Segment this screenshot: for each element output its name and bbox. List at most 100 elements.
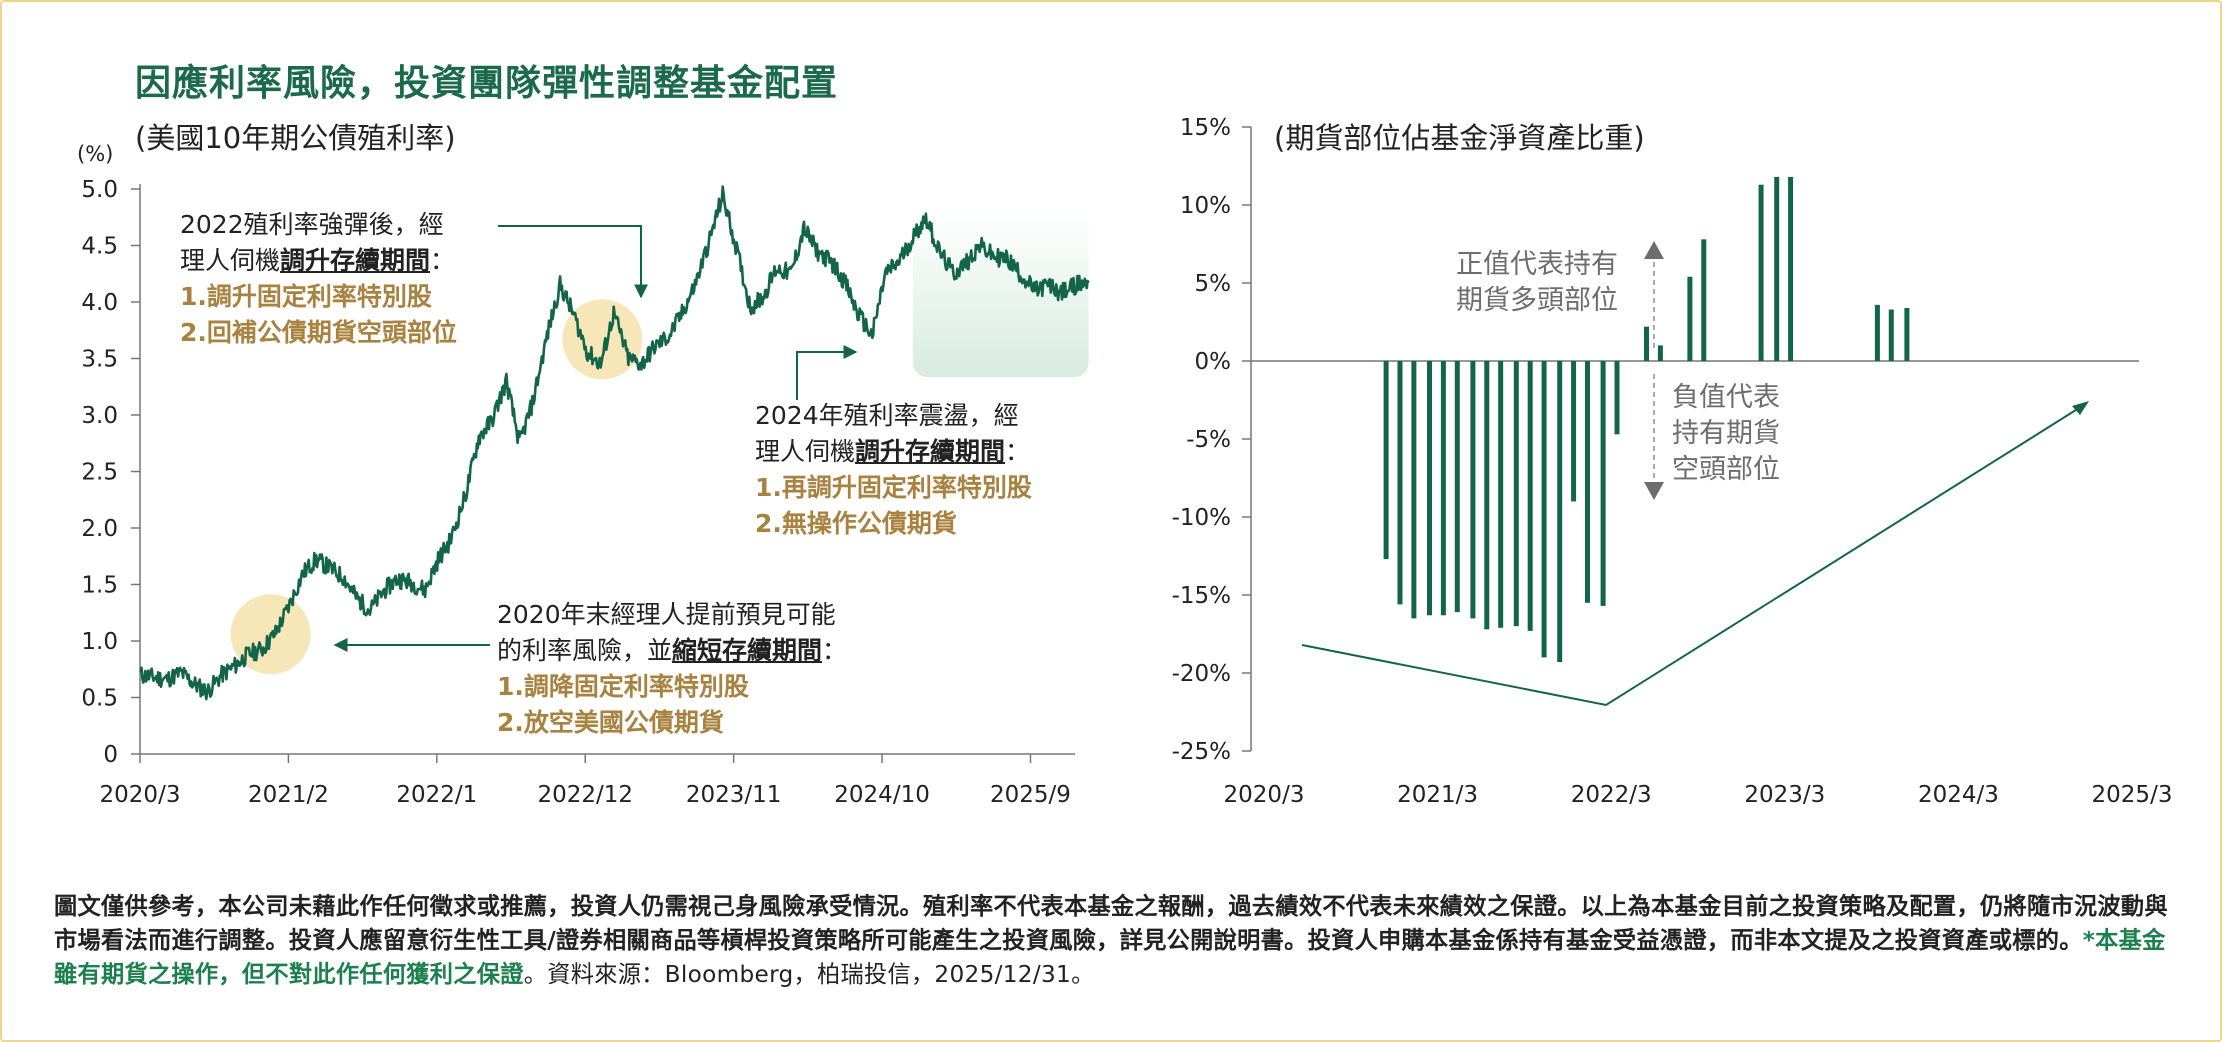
y-tick-label: 2.5 [81,460,118,486]
x-tick-label: 2022/12 [537,782,633,808]
futures-bar [1701,239,1707,361]
fut-x-tick-label: 2023/3 [1744,782,1825,808]
y-tick-label: 0 [103,742,118,768]
right-chart-subtitle: (期貨部位佔基金淨資產比重) [1274,121,1645,155]
fut-y-tick-label: 5% [1195,271,1232,297]
positive-arrow-head [1644,241,1664,259]
annotation-2024-suffix: ： [1005,437,1031,466]
fut-x-tick-label: 2020/3 [1224,782,1305,808]
annotation-2022-line1: 2022殖利率強彈後，經 [180,210,444,239]
futures-bar [1874,304,1880,361]
y-tick-label: 3.0 [81,403,118,429]
fut-y-tick-label: 10% [1180,193,1231,219]
y-tick-label: 5.0 [81,177,118,203]
futures-bar [1687,276,1693,361]
futures-bar [1614,361,1620,435]
fut-x-tick-label: 2025/3 [2092,782,2173,808]
annotation-2020-item1: 1.調降固定利率特別股 [497,672,749,701]
x-tick-label: 2021/2 [248,782,329,808]
fut-y-tick-label: -25% [1172,739,1231,765]
annotation-2020: 2020年末經理人提前預見可能 的利率風險，並縮短存續期間： 1.調降固定利率特… [497,597,847,741]
annotation-2020-line2: 的利率風險，並縮短存續期間： [497,633,847,669]
fut-x-tick-label: 2021/3 [1397,782,1478,808]
left-chart-subtitle: (美國10年期公債殖利率) [135,121,456,155]
main-title: 因應利率風險，投資團隊彈性調整基金配置 [135,63,839,104]
futures-bar [1498,361,1504,628]
futures-bar [1440,361,1446,616]
futures-bar [1643,326,1649,361]
x-tick-label: 2025/9 [990,782,1071,808]
futures-bar [1426,361,1432,616]
annotation-2024-prefix: 理人伺機 [755,437,856,466]
yield-series-line [139,185,1090,701]
x-tick-label: 2024/10 [834,782,930,808]
shaded-region-2024 [912,209,1089,377]
disclaimer-source: 。資料來源：Bloomberg，柏瑞投信，2025/12/31。 [523,961,1095,988]
highlight-circle-1 [562,299,643,380]
trend-arrow-head [2072,401,2089,415]
annotation-2020-highlight: 縮短存續期間 [672,636,823,665]
negative-note-line2: 持有期貨 [1672,418,1780,449]
annotation-2024-line1: 2024年殖利率震盪，經 [755,401,1019,430]
fut-y-tick-label: -20% [1172,661,1231,687]
fut-y-tick-label: -15% [1172,583,1231,609]
fut-y-tick-label: -5% [1186,427,1231,453]
negative-note-line3: 空頭部位 [1672,454,1780,485]
left-y-unit: (%) [77,142,114,166]
disclaimer-futures-note: *本基金雖有期貨之操作，但不對此作任何獲利之保證 [54,927,2166,988]
positive-note-line2: 期貨多頭部位 [1456,285,1618,316]
futures-bar [1383,361,1389,560]
trend-v-line [1301,402,2088,707]
futures-bar [1657,345,1663,361]
futures-bar [1788,176,1794,361]
futures-bar [1600,361,1606,606]
annotation-2022-highlight: 調升存續期間 [280,246,431,275]
y-tick-label: 0.5 [81,686,118,712]
annotation-2024-highlight: 調升存續期間 [855,437,1006,466]
y-tick-label: 3.5 [81,347,118,373]
x-tick-label: 2023/11 [686,782,782,808]
annotation-2024-line2: 理人伺機調升存續期間： [755,434,1032,470]
y-tick-label: 4.0 [81,290,118,316]
negative-arrow-head [1644,482,1664,500]
annotation-2022-item1: 1.調升固定利率特別股 [180,282,432,311]
annotation-2020-item2: 2.放空美國公債期貨 [497,708,724,737]
negative-note-line1: 負值代表 [1672,382,1780,413]
y-tick-label: 1.5 [81,573,118,599]
annotation-2022-prefix: 理人伺機 [180,246,281,275]
positive-note: 正值代表持有 期貨多頭部位 [1456,247,1618,319]
annotation-2020-prefix: 的利率風險，並 [497,636,673,665]
futures-bar [1513,361,1519,627]
annotation-2020-line1: 2020年末經理人提前預見可能 [497,600,836,629]
disclaimer-footer: 圖文僅供參考，本公司未藉此作任何徵求或推薦，投資人仍需視己身風險承受情況。殖利率… [54,890,2174,992]
x-tick-label: 2022/1 [396,782,477,808]
futures-bar [1470,361,1476,619]
futures-bar [1527,361,1533,631]
y-tick-label: 2.0 [81,516,118,542]
arrow-2024 [796,345,858,400]
annotation-2022-item2: 2.回補公債期貨空頭部位 [180,318,457,347]
futures-bar [1904,307,1910,361]
y-tick-label: 1.0 [81,629,118,655]
annotation-2022: 2022殖利率強彈後，經 理人伺機調升存續期間： 1.調升固定利率特別股 2.回… [180,207,457,351]
annotation-2024-item2: 2.無操作公債期貨 [755,509,957,538]
fut-y-tick-label: -10% [1172,505,1231,531]
positive-note-line1: 正值代表持有 [1456,249,1618,280]
futures-bar [1584,361,1590,603]
annotation-2024-item1: 1.再調升固定利率特別股 [755,473,1032,502]
fut-x-tick-label: 2024/3 [1918,782,1999,808]
futures-bar [1571,361,1577,502]
futures-bar [1557,361,1563,663]
disclaimer-text: 圖文僅供參考，本公司未藉此作任何徵求或推薦，投資人仍需視己身風險承受情況。殖利率… [54,893,2168,954]
x-tick-label: 2020/3 [100,782,181,808]
fut-y-tick-label: 0% [1195,349,1232,375]
futures-bar [1411,361,1417,619]
futures-bar [1758,184,1764,361]
annotation-2022-line2: 理人伺機調升存續期間： [180,243,457,279]
fut-y-tick-label: 15% [1180,115,1231,141]
annotation-2022-suffix: ： [430,246,456,275]
futures-bar [1484,361,1490,630]
